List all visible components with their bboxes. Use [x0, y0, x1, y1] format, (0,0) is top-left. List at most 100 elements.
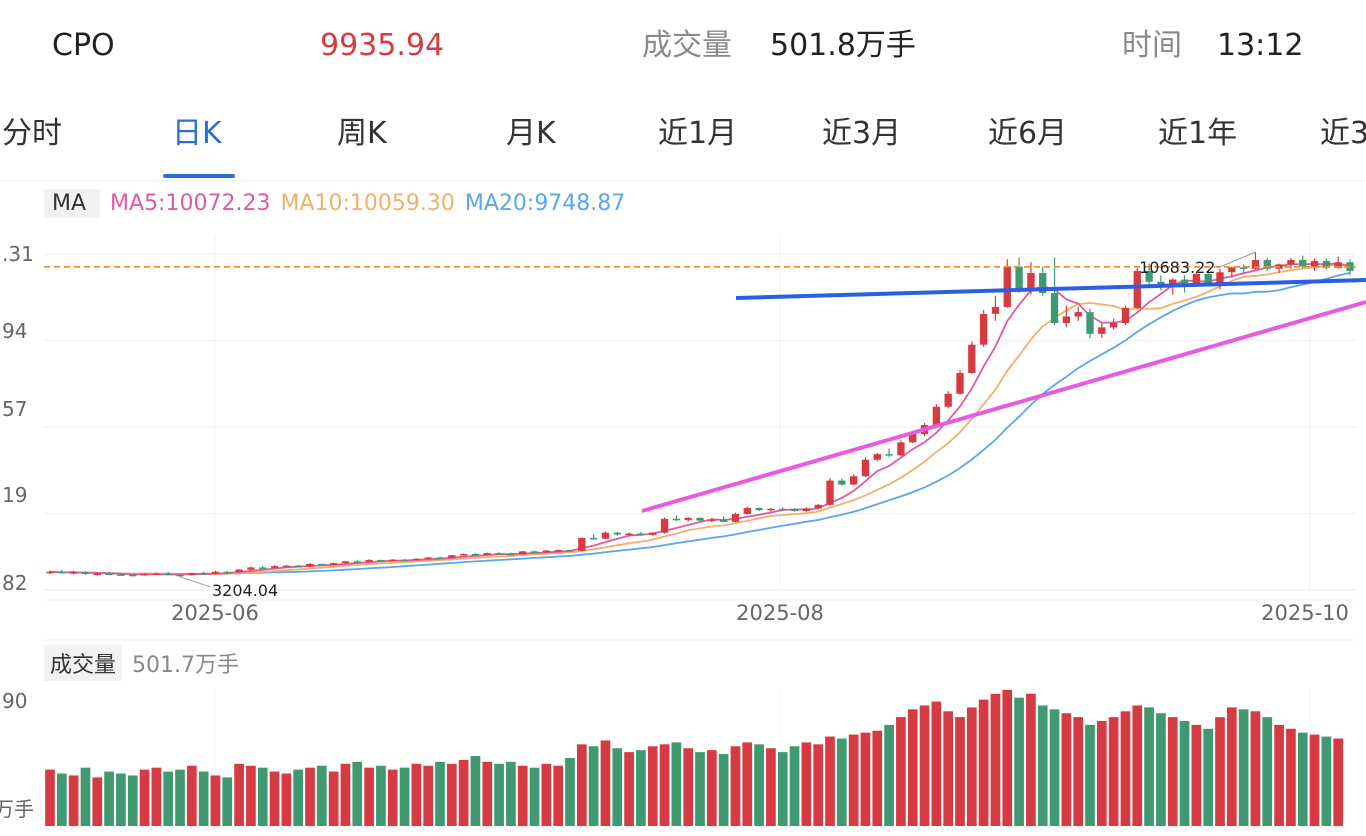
volume-bar — [1085, 724, 1095, 826]
candle-up — [69, 572, 78, 574]
volume-bar — [186, 765, 197, 826]
candle-up — [140, 573, 149, 576]
volume-bar — [1191, 724, 1202, 826]
candle-down — [105, 573, 113, 576]
candle-up — [944, 393, 952, 407]
candle-up — [1003, 266, 1011, 307]
candle-up — [152, 573, 161, 576]
candle-up — [1216, 272, 1224, 284]
volume-indicator-toggle[interactable]: 成交量 — [44, 645, 123, 681]
volume-bar — [990, 693, 1001, 826]
volume-bar — [1049, 709, 1060, 826]
low-annotation: 3204.04 — [212, 581, 278, 600]
candle-down — [400, 559, 409, 562]
tab-3-months[interactable]: 近3月 — [822, 116, 902, 151]
candle-up — [235, 569, 243, 573]
candle-up — [1121, 307, 1130, 323]
candle-down — [377, 560, 385, 562]
volume-bar — [210, 775, 221, 826]
period-tabs: 分时 日K 周K 月K 近1月 近3月 近6月 近1年 近3 — [0, 100, 1366, 181]
ma-legend: MA MA5:10072.23 MA10:10059.30 MA20:9748.… — [44, 186, 625, 220]
quote-header: CPO 9935.94 成交量 501.8万手 时间 13:12 — [0, 0, 1366, 92]
volume-bar — [352, 761, 363, 826]
volume-legend: 成交量 501.7万手 — [44, 645, 239, 681]
volume-bar — [706, 750, 717, 826]
volume-bar — [1238, 709, 1249, 826]
candle-up — [93, 573, 101, 576]
tab-intraday[interactable]: 分时 — [2, 116, 62, 151]
candle-up — [660, 518, 669, 533]
candle-down — [294, 565, 302, 568]
candle-down — [81, 572, 90, 574]
volume-bar — [1037, 705, 1048, 826]
volume-bar — [718, 754, 729, 826]
candle-up — [826, 480, 834, 505]
tab-1-year[interactable]: 近1年 — [1158, 116, 1238, 151]
candle-down — [530, 551, 539, 553]
candle-down — [672, 518, 681, 521]
candle-up — [542, 550, 551, 553]
candle-up — [873, 454, 881, 460]
volume-bar — [293, 769, 304, 826]
candle-up — [1062, 316, 1071, 323]
volume-bar — [600, 740, 611, 826]
candle-up — [554, 550, 562, 552]
volume-bar — [387, 769, 398, 826]
candle-down — [613, 532, 621, 535]
volume-bar — [907, 709, 918, 826]
candle-down — [58, 571, 66, 574]
candle-down — [589, 537, 598, 540]
volume-bar — [482, 761, 493, 826]
candle-up — [625, 533, 633, 536]
time-label: 时间 — [1122, 28, 1182, 63]
volume-bar — [659, 744, 670, 826]
tab-monthly-k[interactable]: 月K — [506, 116, 556, 151]
candle-down — [1239, 267, 1248, 269]
volume-bar — [636, 750, 646, 826]
volume-bar — [1073, 717, 1084, 826]
volume-bar — [1167, 717, 1178, 826]
candle-up — [306, 563, 314, 567]
candle-up — [270, 566, 279, 568]
overlays: 10683.22 3204.04 — [44, 251, 1366, 600]
volume-bar — [943, 711, 954, 826]
volume-bar — [588, 746, 599, 826]
volume-bar — [919, 705, 930, 826]
candle-down — [1263, 260, 1271, 269]
high-annotation-leader — [1217, 251, 1256, 269]
candle-up — [1027, 273, 1035, 292]
tab-3-years[interactable]: 近3 — [1320, 116, 1366, 151]
candle-up — [424, 557, 432, 559]
candle-up — [1287, 260, 1295, 265]
volume-bar — [506, 761, 516, 826]
candle-up — [1169, 279, 1177, 287]
candle-up — [1133, 270, 1141, 308]
volume-bar — [1297, 732, 1308, 826]
candle-up — [802, 508, 811, 511]
volume-bar — [754, 744, 764, 826]
candle-up — [743, 507, 751, 515]
tab-daily-k[interactable]: 日K — [172, 116, 222, 151]
candle-up — [956, 372, 964, 394]
volume-bar — [364, 767, 374, 826]
ma-toggle[interactable]: MA — [44, 188, 101, 218]
volume-bar — [1061, 713, 1072, 826]
volume-bar — [56, 773, 67, 826]
candle-down — [129, 574, 137, 577]
volume-bar — [801, 742, 812, 826]
candle-up — [1251, 260, 1260, 269]
volume-bar — [517, 765, 528, 826]
candle-up — [932, 406, 941, 426]
volume-axis: 90 万手 — [0, 689, 34, 821]
active-tab-indicator — [163, 174, 235, 178]
candle-down — [1204, 273, 1212, 284]
tab-6-months[interactable]: 近6月 — [988, 116, 1068, 151]
candle-down — [1039, 273, 1047, 294]
volume-bar — [1156, 713, 1166, 826]
tab-weekly-k[interactable]: 周K — [337, 116, 387, 151]
candle-up — [814, 504, 822, 509]
candle-down — [1145, 270, 1153, 282]
tab-1-month[interactable]: 近1月 — [658, 116, 738, 151]
volume-bar — [742, 742, 753, 826]
